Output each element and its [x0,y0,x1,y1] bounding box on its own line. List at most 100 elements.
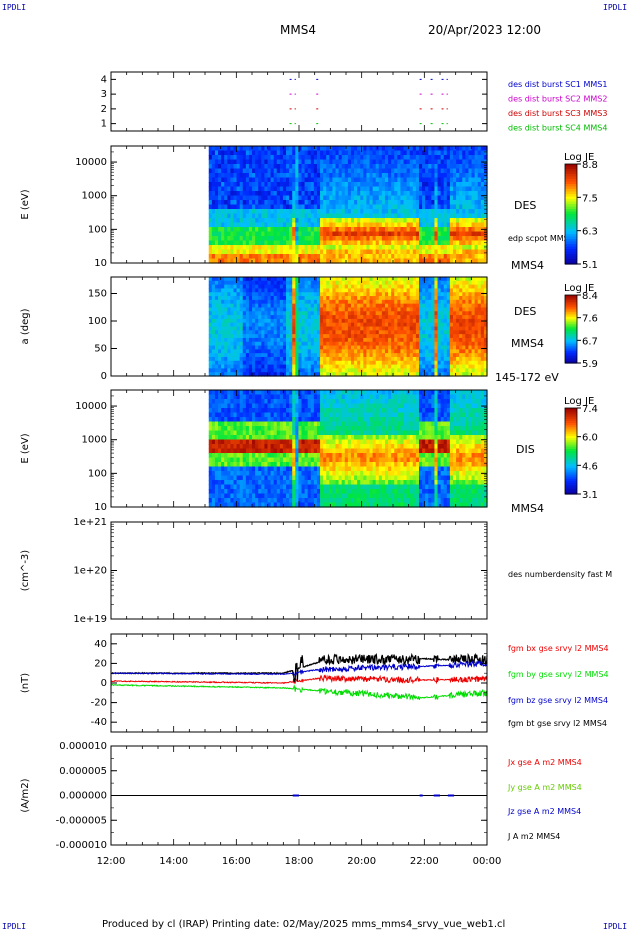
fgm-line-2 [110,659,488,676]
spacecraft-title: MMS4 [280,23,316,37]
des_pitch-colorbar-tick-1: 7.6 [582,314,598,325]
time-tick-2: 16:00 [222,856,251,867]
current-ytick-0.000010: 0.000010 [59,741,107,752]
des_pitch-colorbar-tick-2: 6.7 [582,336,598,347]
des_energy-colorbar-tick-1: 7.5 [582,193,598,204]
corner-mark-br: IPDLI [603,922,628,931]
fgm-legend-0: fgm bx gse srvy l2 MMS4 [508,644,609,653]
fgm-ytick--20: -20 [91,698,107,709]
fgm-frame [110,633,488,733]
time-tick-5: 22:00 [410,856,439,867]
panel-density: 1e+19 1e+20 1e+21 (cm^-3) des numberdensity … [20,517,612,625]
fgm-legend-1: fgm by gse srvy l2 MMS4 [508,670,609,679]
des_pitch-label-instrument: DES [514,305,536,318]
des_energy-heatmap [208,146,488,264]
fgm-line-1 [110,683,488,702]
current-ytick--0.000010: -0.000010 [56,840,107,851]
dis_energy-heatmap [208,390,488,508]
date-title: 20/Apr/2023 12:00 [428,23,542,37]
dis_energy-colorbar-tick-1: 6.0 [582,433,598,444]
footer-text: Produced by cl (IRAP) Printing date: 02/… [102,919,506,930]
des_pitch-ytick-0: 0 [101,371,107,382]
panel-burst: des dist burst SC1 MMS1 des dist burst SC… [101,71,607,133]
des_energy-colorbar-tick-0: 8.8 [582,160,598,171]
density-ytick-1e+21: 1e+21 [73,517,107,528]
des_pitch-ytick-50: 50 [94,344,107,355]
current-ytick--0.000005: -0.000005 [56,815,107,826]
dis_energy-label-instrument: DIS [516,443,535,456]
current-legend-0: Jx gse A m2 MMS4 [507,758,582,767]
dis_energy-ytick-10: 10 [94,502,107,513]
density-legend: des numberdensity fast M [508,570,612,579]
fgm-legend-3: fgm bt gse srvy l2 MMS4 [508,719,607,728]
des_pitch-colorbar-tick-0: 8.4 [582,291,598,302]
fgm-ytick-40: 40 [94,639,107,650]
dis_energy-colorbar-title: Log JE [564,396,594,407]
fgm-ylabel: (nT) [20,673,31,693]
time-tick-0: 12:00 [97,856,126,867]
dis_energy-colorbar-tick-2: 4.6 [582,461,598,472]
burst-legend-1: des dist burst SC1 MMS1 [508,80,607,89]
des_energy-colorbar-tick-2: 6.3 [582,227,598,238]
des_energy-ytick-10000: 10000 [75,157,107,168]
panel-fgm: -40 -20 0 20 40 (nT) fgm bx gse srvy l2 MMS4 fg… [20,633,609,733]
density-ytick-1e+20: 1e+20 [73,566,107,577]
density-frame [110,521,488,620]
fgm-ytick-0: 0 [101,678,107,689]
dis_energy-ytick-100: 100 [88,468,107,479]
current-legend-2: Jz gse A m2 MMS4 [507,807,581,816]
des_pitch-ytick-150: 150 [88,289,107,300]
des_energy-ylabel: E (eV) [20,189,31,219]
time-tick-1: 14:00 [159,856,188,867]
dis_energy-ytick-10000: 10000 [75,401,107,412]
dis_energy-colorbar: Log JE7.4 6.0 4.6 3.1 [564,396,598,501]
density-ylabel: (cm^-3) [20,550,31,591]
des_pitch-label-energy: 145-172 eV [495,371,559,384]
burst-ytick-2: 2 [101,104,107,115]
burst-ytick-4: 4 [101,74,107,85]
fgm-legend-2: fgm bz gse srvy l2 MMS4 [508,696,608,705]
des_energy-colorbar-tick-3: 5.1 [582,260,598,271]
dis_energy-ytick-1000: 1000 [82,435,107,446]
dis_energy-ylabel: E (eV) [20,433,31,463]
des_energy-colorbar-title: Log JE [564,152,594,163]
des_pitch-heatmap [208,277,488,377]
corner-mark-tl: IPDLI [2,3,27,12]
current-ylabel: (A/m2) [20,778,31,812]
corner-mark-bl: IPDLI [2,922,27,931]
des_pitch-ytick-100: 100 [88,316,107,327]
panel-des_pitch: 0 50 100 150 a (deg) DES MMS4 145-172 eV Log JE8… [20,276,598,384]
des_energy-label-sc: MMS4 [511,259,544,272]
panel-des_energy: 10 100 1000 10000 E (eV) DES edp scpot MMS4 MMS… [20,145,598,272]
fgm-line-0 [110,674,488,685]
des_pitch-ylabel: a (deg) [20,308,31,344]
fgm-ytick--40: -40 [91,717,107,728]
time-axis: 12:00 14:00 16:00 18:00 20:00 22:00 00:00 [97,856,502,867]
burst-legend-2: des dist burst SC2 MMS2 [508,95,607,104]
panel-dis_energy: 10 100 1000 10000 E (eV) DIS MMS4 Log JE7.4 6.0 4… [20,389,598,515]
dis_energy-label-sc: MMS4 [511,502,544,515]
current-legend-1: Jy gse A m2 MMS4 [507,783,582,792]
current-ytick-0.000005: 0.000005 [59,766,107,777]
corner-mark-tr: IPDLI [603,3,628,12]
burst-ytick-1: 1 [101,119,107,130]
dis_energy-colorbar-tick-3: 3.1 [582,490,598,501]
des_energy-ytick-100: 100 [88,224,107,235]
time-tick-3: 18:00 [285,856,314,867]
des_energy-ytick-1000: 1000 [82,191,107,202]
current-legend-3: J A m2 MMS4 [507,832,560,841]
time-tick-6: 00:00 [473,856,502,867]
des_energy-label-instrument: DES [514,199,536,212]
des_energy-label-scpot: edp scpot MMS4 [508,234,574,243]
burst-legend-4: des dist burst SC4 MMS4 [508,124,607,133]
current-ytick-0.000000: 0.000000 [59,791,107,802]
dis_energy-colorbar-tick-0: 7.4 [582,404,598,415]
des_pitch-colorbar-tick-3: 5.9 [582,359,598,370]
des_pitch-label-sc: MMS4 [511,337,544,350]
des_pitch-colorbar: Log JE8.4 7.6 6.7 5.9 [564,283,598,370]
des_pitch-colorbar-title: Log JE [564,283,594,294]
panel-current: -0.000010 -0.000005 0.000000 0.000005 0.0000… [20,741,582,851]
fgm-line-3 [110,652,488,683]
burst-legend-3: des dist burst SC3 MMS3 [508,109,607,118]
